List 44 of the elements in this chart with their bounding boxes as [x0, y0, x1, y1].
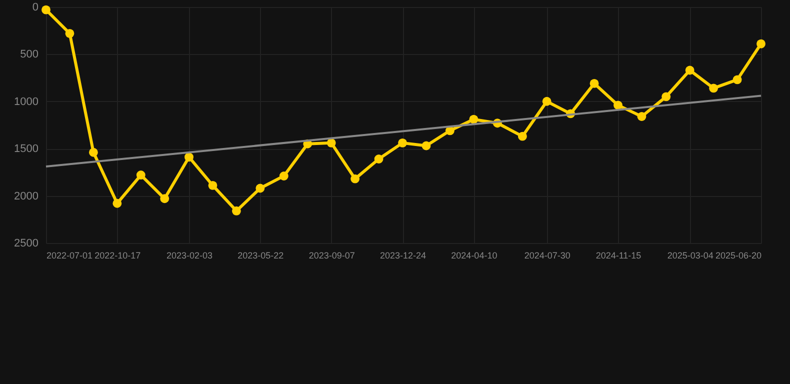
point: [685, 66, 694, 75]
point: [756, 39, 766, 48]
point: [542, 96, 552, 106]
y-tick-label: 500: [20, 48, 38, 61]
x-tick-label: 2024-07-30: [524, 250, 570, 260]
point: [469, 114, 478, 124]
point: [637, 112, 646, 121]
x-tick-label: 2022-10-17: [94, 250, 141, 260]
x-tick-label: 2023-12-24: [380, 250, 426, 260]
point: [184, 152, 194, 162]
x-tick-label: 2025-06-20: [715, 250, 762, 260]
point: [65, 28, 74, 38]
point: [518, 132, 527, 141]
point: [326, 138, 336, 148]
point: [590, 79, 599, 88]
y-tick-label: 0: [32, 2, 38, 14]
point: [256, 184, 265, 193]
point: [42, 5, 50, 14]
y-tick-label: 2500: [14, 238, 38, 250]
x-tick-label: 2022-07-01: [46, 250, 93, 260]
point: [422, 141, 431, 150]
x-tick-label: 2024-04-10: [451, 250, 498, 260]
point: [208, 180, 218, 190]
y-tick-label: 1000: [14, 96, 38, 108]
x-tick-label: 2023-09-07: [308, 250, 355, 260]
x-tick-label: 2024-11-15: [596, 250, 642, 260]
point: [662, 92, 671, 102]
x-tick-label: 2025-03-04: [667, 250, 714, 260]
y-tick-label: 1500: [14, 143, 38, 156]
point: [374, 154, 384, 164]
point: [112, 198, 122, 208]
x-tick-label: 2023-05-22: [238, 250, 284, 260]
point: [350, 174, 360, 184]
point: [279, 172, 288, 180]
point: [732, 75, 742, 84]
point: [398, 138, 407, 148]
point: [136, 170, 146, 180]
point: [88, 148, 98, 157]
point: [160, 194, 170, 204]
point: [709, 84, 718, 93]
point: [232, 206, 241, 216]
point: [614, 100, 622, 110]
x-tick-label: 2023-02-03: [166, 250, 213, 260]
y-tick-label: 2000: [14, 190, 38, 202]
